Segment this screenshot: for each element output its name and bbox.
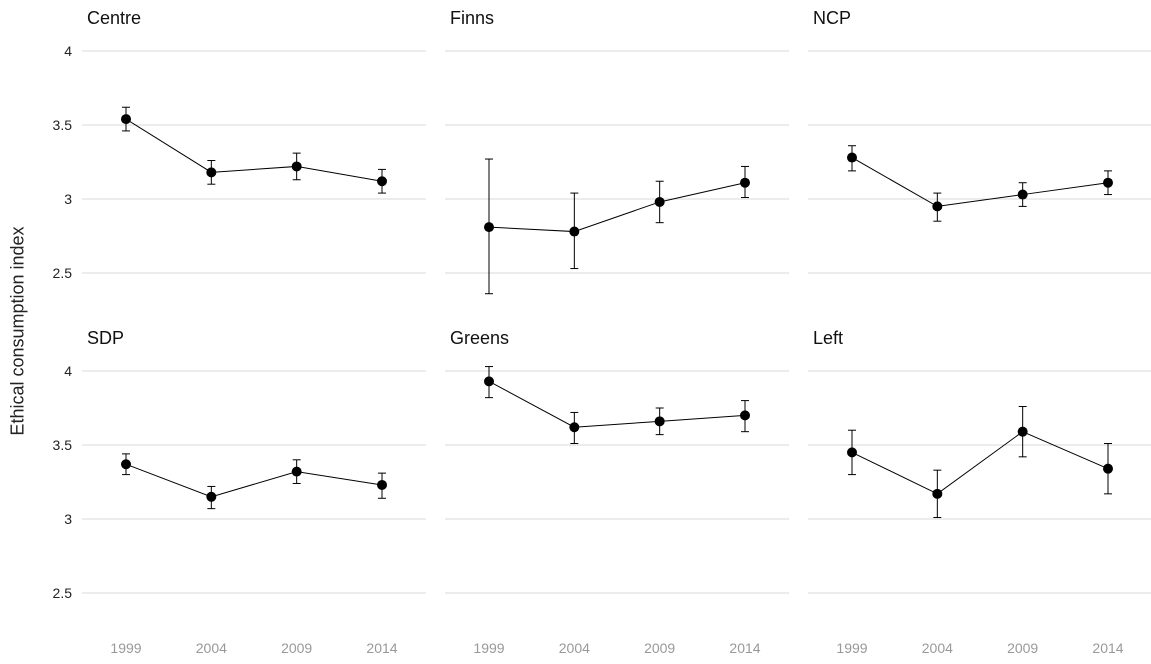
data-point (206, 491, 217, 502)
x-tick-label: 2009 (281, 640, 312, 656)
y-tick-label: 4 (64, 363, 72, 379)
y-tick-label: 3 (64, 191, 72, 207)
x-tick-label: 2014 (1092, 640, 1123, 656)
data-point (932, 201, 943, 212)
data-point (1017, 426, 1028, 437)
facet-panel-left: Left 1999 2004 2009 2014 (808, 328, 1151, 656)
data-point (377, 176, 387, 187)
data-point (484, 222, 494, 233)
data-point (569, 226, 580, 237)
facet-title: Finns (450, 8, 494, 28)
x-tick-label: 2014 (729, 640, 760, 656)
facet-title: SDP (87, 328, 124, 348)
facet-panel-finns: Finns (445, 8, 789, 295)
x-tick-label: 2014 (366, 640, 397, 656)
y-axis-title-container: Ethical consumption index (0, 0, 36, 664)
facet-title: Greens (450, 328, 509, 348)
y-tick-label: 2.5 (53, 585, 73, 601)
x-tick-label: 2004 (559, 640, 590, 656)
data-point (121, 114, 131, 125)
facet-title: NCP (813, 8, 851, 28)
x-tick-label: 1999 (836, 640, 867, 656)
series-line (851, 431, 1109, 495)
series-line (488, 380, 746, 428)
x-tick-label: 2009 (1007, 640, 1038, 656)
data-point (569, 422, 580, 433)
series-line (125, 463, 383, 498)
y-tick-label: 3.5 (53, 437, 73, 453)
data-point (291, 466, 302, 477)
data-point (1103, 177, 1113, 188)
data-point (206, 167, 217, 178)
y-axis-title: Ethical consumption index (7, 226, 28, 436)
data-point (1103, 463, 1113, 474)
series-line (488, 182, 746, 233)
x-tick-label: 2004 (922, 640, 953, 656)
data-point (484, 376, 494, 387)
data-point (740, 177, 750, 188)
facet-panel-sdp: SDP 2.5 3 3.5 4 1999 2004 2009 2014 (53, 328, 426, 656)
data-point (847, 152, 857, 163)
data-point (377, 479, 387, 490)
facet-panel-greens: Greens 1999 2004 2009 2014 (445, 328, 789, 656)
data-point (740, 410, 750, 421)
facet-title: Centre (87, 8, 141, 28)
x-tick-label: 2009 (644, 640, 675, 656)
x-tick-label: 2004 (196, 640, 227, 656)
data-point (1017, 189, 1028, 200)
data-point (654, 196, 665, 207)
x-tick-label: 1999 (110, 640, 141, 656)
data-point (847, 447, 857, 458)
data-point (932, 488, 943, 499)
series-line (125, 118, 383, 182)
data-point (291, 161, 302, 172)
facet-panel-centre: Centre 2.5 3 3.5 4 (53, 8, 426, 281)
y-tick-label: 4 (64, 43, 72, 59)
y-tick-label: 3 (64, 511, 72, 527)
data-point (654, 416, 665, 427)
series-line (851, 157, 1109, 207)
facet-title: Left (813, 328, 843, 348)
x-tick-label: 1999 (473, 640, 504, 656)
y-tick-label: 2.5 (53, 265, 73, 281)
facet-panel-ncp: NCP (808, 8, 1151, 274)
y-tick-label: 3.5 (53, 117, 73, 133)
data-point (121, 459, 131, 470)
